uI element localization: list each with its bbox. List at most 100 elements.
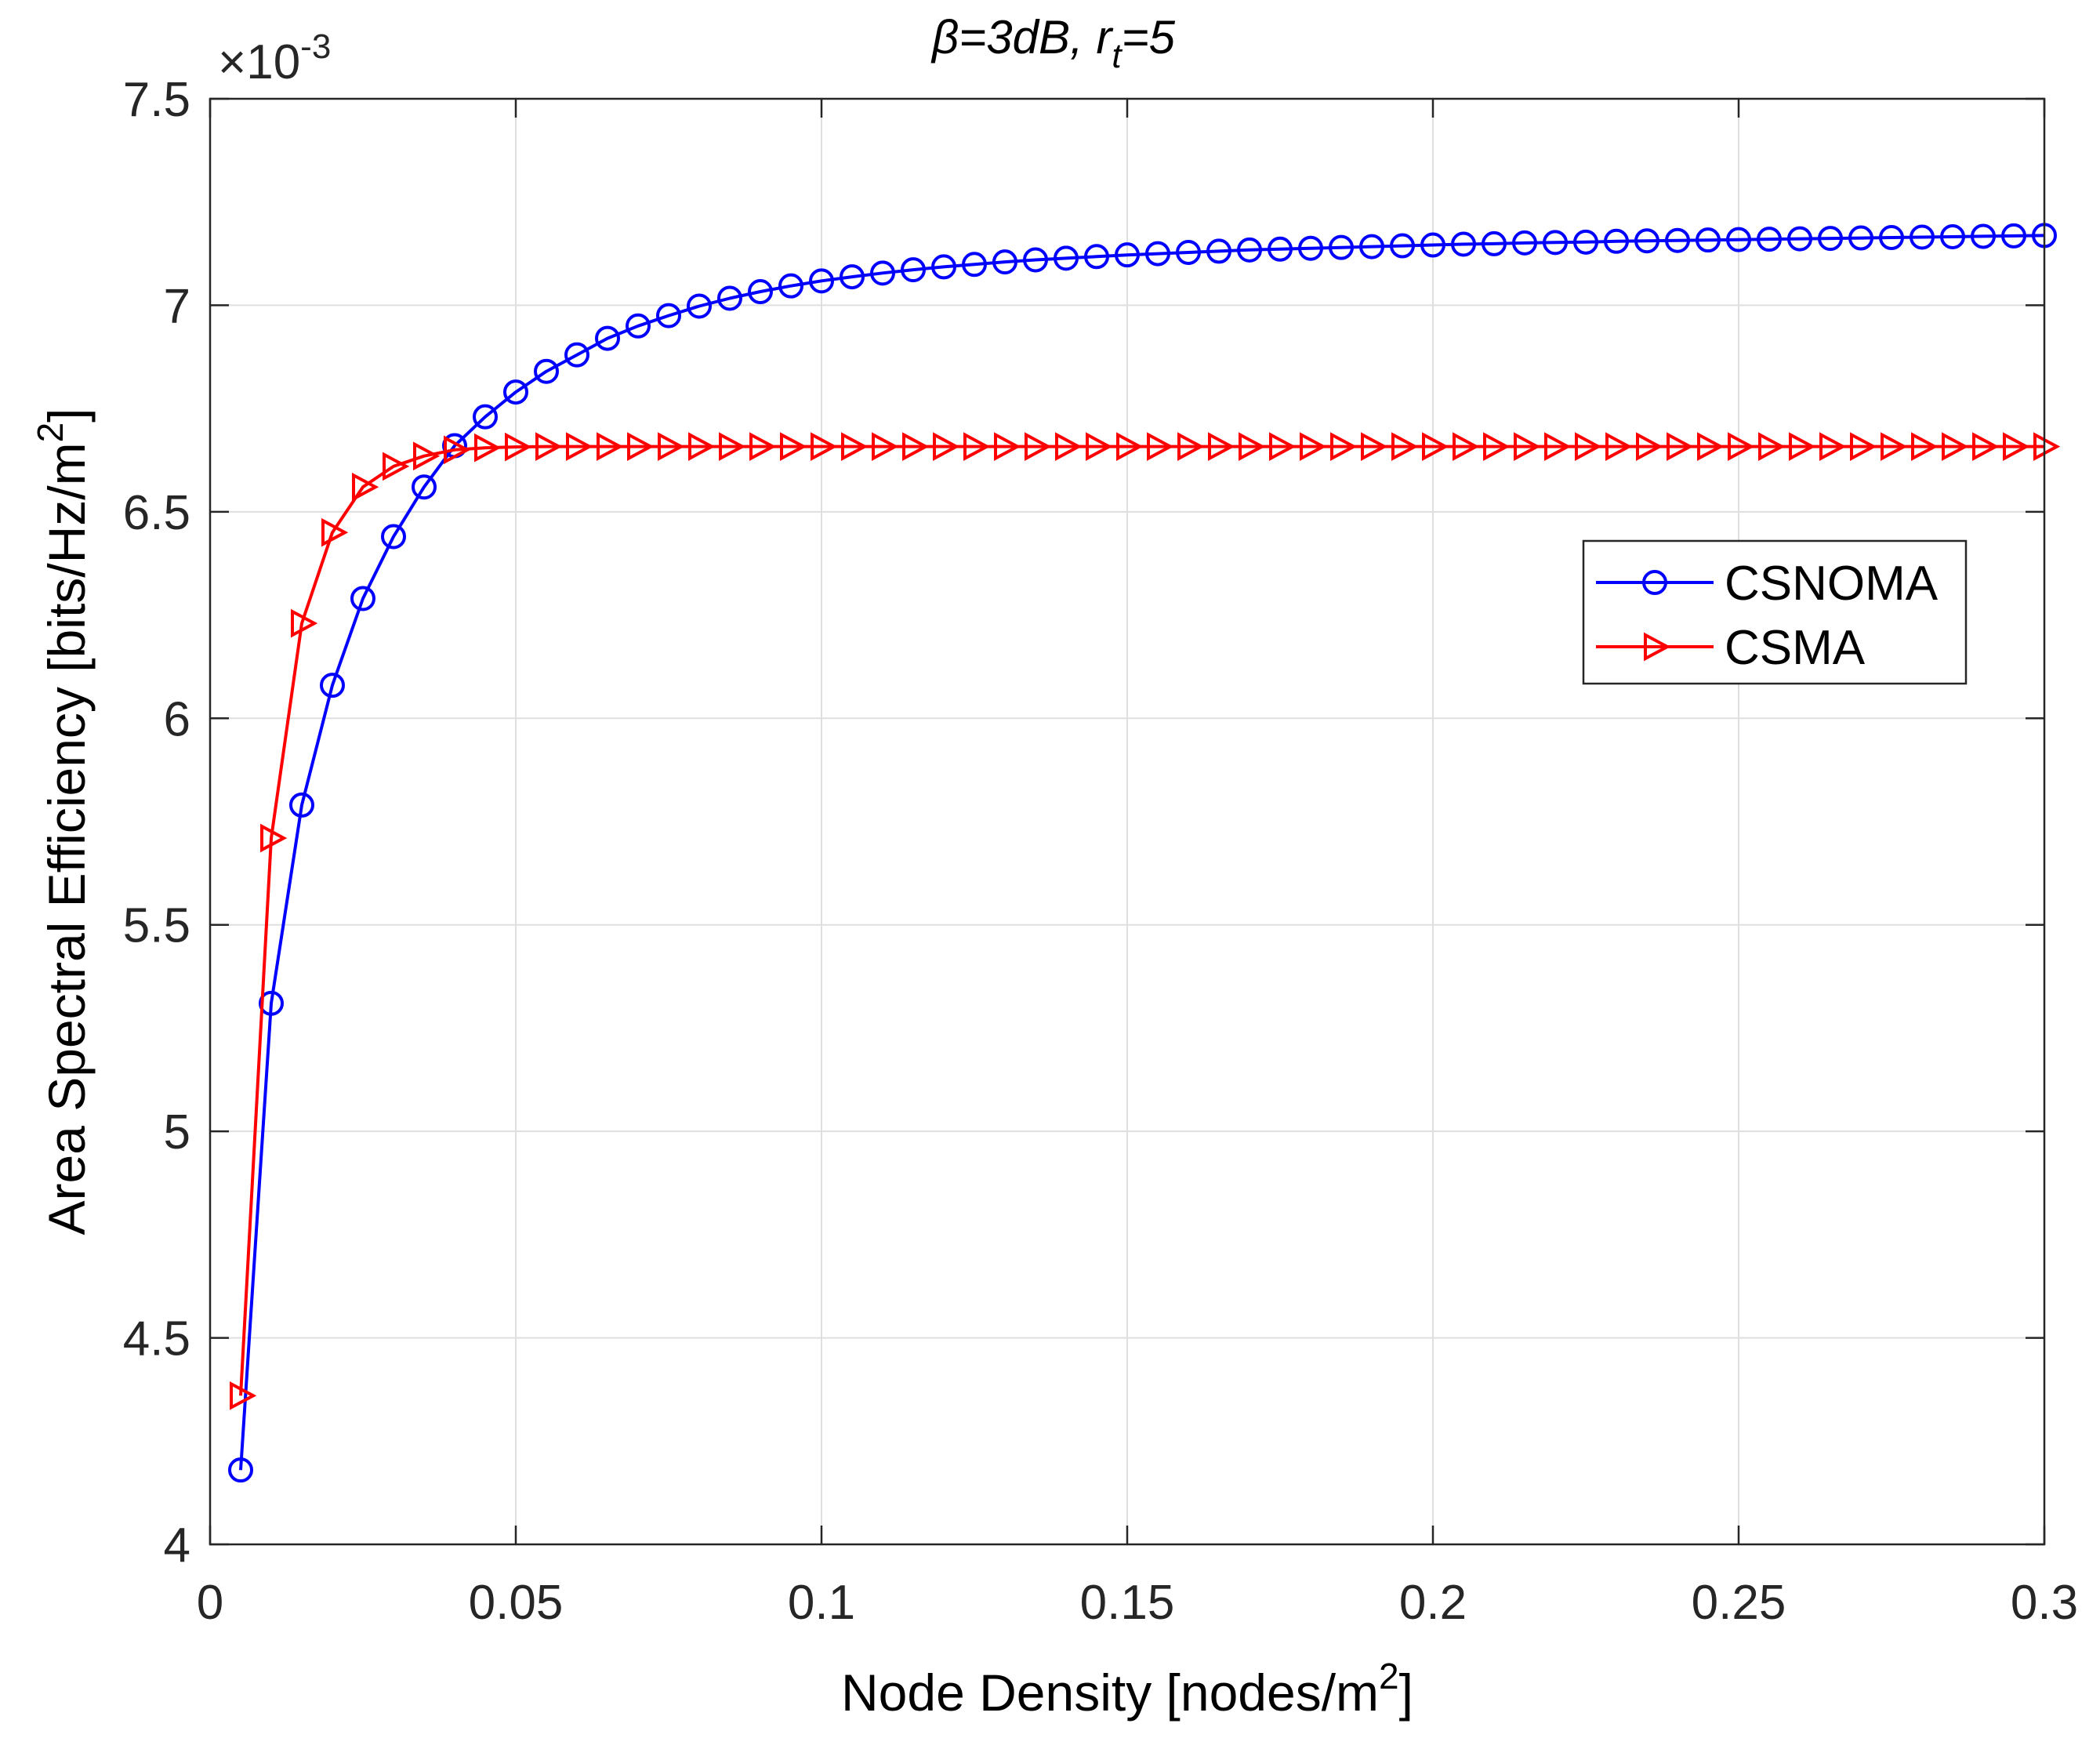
- series-line-csnoma: [239, 234, 2045, 1471]
- data-point-csma: [933, 432, 960, 461]
- data-point-csma: [627, 432, 655, 461]
- data-point-csma: [566, 432, 593, 461]
- data-point-csma: [872, 432, 899, 461]
- data-point-csma: [1269, 432, 1297, 461]
- data-point-csma: [597, 432, 624, 461]
- data-point-csnoma: [1054, 245, 1079, 271]
- data-point-csnoma: [1971, 223, 1996, 249]
- chart-title: β=3dB, rt=5: [930, 11, 1176, 75]
- x-tick-label: 0.2: [1399, 1576, 1467, 1630]
- data-point-csnoma: [1359, 234, 1384, 259]
- data-point-csnoma: [1390, 233, 1415, 259]
- data-point-csnoma: [1910, 224, 1935, 250]
- series-layer: [228, 223, 2061, 1483]
- data-point-csnoma: [1543, 230, 1568, 256]
- x-tick-label: 0.3: [2011, 1576, 2078, 1630]
- data-point-csnoma: [1482, 230, 1507, 256]
- data-point-csma: [1819, 432, 1847, 461]
- data-point-csnoma: [1084, 244, 1109, 270]
- data-point-csma: [1514, 432, 1541, 461]
- data-point-csnoma: [992, 249, 1017, 275]
- x-tick-label: 0.05: [469, 1576, 564, 1630]
- data-point-csnoma: [840, 264, 865, 290]
- legend: CSNOMA CSMA: [1582, 539, 1968, 685]
- data-point-csnoma: [1237, 237, 1262, 263]
- data-point-csnoma: [259, 990, 284, 1016]
- data-point-csnoma: [1757, 227, 1782, 252]
- data-point-csnoma: [1665, 227, 1690, 253]
- data-point-csnoma: [1023, 247, 1048, 273]
- data-point-csnoma: [1268, 236, 1293, 262]
- data-point-csma: [1300, 432, 1327, 461]
- data-point-csma: [260, 823, 288, 853]
- x-axis-label: Node Density [nodes/m2]: [841, 1656, 1413, 1722]
- data-point-csnoma: [717, 285, 742, 311]
- data-point-csnoma: [809, 268, 834, 294]
- data-point-csma: [1789, 432, 1816, 461]
- data-point-csma: [1483, 432, 1511, 461]
- data-point-csma: [352, 472, 379, 502]
- data-point-csnoma: [1512, 230, 1537, 256]
- data-point-csma: [1728, 432, 1755, 461]
- y-tick-label: 6.5: [123, 486, 190, 540]
- data-point-csnoma: [1940, 223, 1965, 249]
- y-tick-label: 7: [164, 279, 190, 333]
- data-point-csnoma: [1848, 225, 1873, 251]
- data-point-csnoma: [564, 342, 589, 368]
- legend-marker-csnoma: [1642, 570, 1667, 595]
- y-tick-label: 4.5: [123, 1312, 190, 1366]
- data-point-csma: [1055, 432, 1083, 461]
- data-point-csma: [2033, 432, 2061, 461]
- data-point-csma: [1972, 432, 2000, 461]
- data-point-csma: [1086, 432, 1113, 461]
- axis-ticks: 0 0.05 0.1 0.15 0.2 0.25 0.3 4 4.5 5 5.5 6 6.5 7 7.5: [123, 73, 2078, 1630]
- data-point-csnoma: [778, 273, 803, 299]
- data-point-csma: [1881, 432, 1908, 461]
- data-point-csnoma: [289, 792, 314, 818]
- x-tick-label: 0.1: [788, 1576, 855, 1630]
- data-point-csnoma: [687, 293, 712, 319]
- data-point-csma: [1605, 432, 1633, 461]
- data-point-csma: [1758, 432, 1786, 461]
- data-point-csma: [383, 452, 410, 481]
- data-point-csma: [1697, 432, 1725, 461]
- data-point-csma: [811, 432, 838, 461]
- data-point-csnoma: [901, 257, 926, 283]
- data-point-csnoma: [1726, 227, 1751, 252]
- data-point-csnoma: [1420, 232, 1445, 258]
- data-point-csnoma: [626, 313, 651, 339]
- data-point-csma: [1544, 432, 1572, 461]
- data-point-csma: [1147, 432, 1174, 461]
- data-point-csma: [1177, 432, 1205, 461]
- data-point-csnoma: [1206, 238, 1231, 264]
- y-tick-label: 5.5: [123, 899, 190, 953]
- data-point-csma: [321, 517, 349, 547]
- data-point-csnoma: [656, 303, 681, 328]
- y-tick-label: 6: [164, 692, 190, 746]
- data-point-csnoma: [1573, 229, 1598, 255]
- data-point-csma: [413, 441, 441, 471]
- data-point-csnoma: [1329, 234, 1354, 260]
- data-point-csnoma: [1176, 239, 1201, 265]
- data-point-csma: [1391, 432, 1419, 461]
- y-tick-label: 5: [164, 1105, 190, 1159]
- data-point-csma: [1636, 432, 1663, 461]
- x-tick-label: 0.25: [1692, 1576, 1786, 1630]
- data-point-csma: [474, 433, 502, 463]
- data-point-csnoma: [962, 252, 987, 278]
- data-point-csnoma: [870, 260, 895, 286]
- data-point-csma: [1361, 432, 1388, 461]
- data-point-csma: [1667, 432, 1694, 461]
- data-point-csma: [749, 432, 777, 461]
- data-point-csma: [963, 432, 991, 461]
- data-point-csma: [1942, 432, 1969, 461]
- data-point-csma: [1208, 432, 1235, 461]
- legend-marker-csma: [1644, 632, 1671, 662]
- y-tick-label: 4: [164, 1518, 190, 1573]
- data-point-csma: [1850, 432, 1877, 461]
- data-point-csnoma: [350, 586, 375, 611]
- data-point-csma: [1422, 432, 1449, 461]
- data-point-csnoma: [1787, 226, 1812, 252]
- x-tick-label: 0: [197, 1576, 223, 1630]
